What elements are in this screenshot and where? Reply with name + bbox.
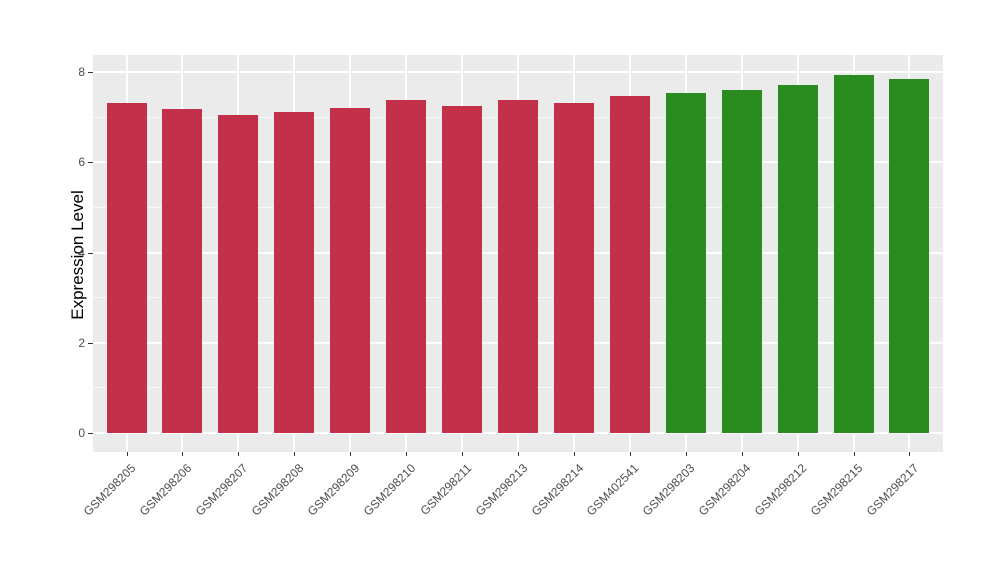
bar-GSM298206	[162, 108, 203, 433]
x-tick-mark-GSM298207	[238, 452, 240, 456]
y-tick-mark-6	[88, 162, 93, 164]
bar-GSM298208	[274, 112, 315, 433]
y-tick-label-0: 0	[78, 426, 85, 440]
bar-GSM298217	[889, 79, 930, 433]
y-tick-label-6: 6	[78, 155, 85, 170]
x-tick-mark-GSM402541	[629, 452, 631, 456]
x-tick-mark-GSM298209	[350, 452, 352, 456]
x-tick-mark-GSM298205	[126, 452, 128, 456]
bar-GSM298214	[553, 102, 594, 433]
y-tick-mark-8	[88, 72, 93, 73]
bar-GSM402541	[609, 95, 650, 433]
y-tick-label-2: 2	[78, 335, 85, 350]
bar-GSM298207	[218, 114, 259, 433]
x-tick-label-holder-GSM298217: GSM298217	[691, 459, 922, 519]
bar-GSM298211	[442, 106, 483, 433]
bar-GSM298210	[386, 99, 427, 433]
bar-GSM298205	[106, 103, 147, 433]
plot-panel	[93, 55, 943, 452]
x-tick-mark-GSM298212	[797, 452, 799, 456]
x-tick-mark-GSM298206	[182, 452, 184, 456]
x-tick-mark-GSM298204	[741, 452, 743, 456]
x-tick-mark-GSM298215	[853, 452, 855, 456]
x-tick-mark-GSM298217	[909, 452, 911, 456]
x-tick-mark-GSM298213	[518, 452, 519, 456]
y-tick-mark-0	[88, 433, 93, 434]
x-tick-mark-GSM298208	[294, 452, 296, 456]
x-tick-mark-GSM298211	[462, 452, 464, 456]
x-tick-mark-GSM298210	[406, 452, 408, 456]
bar-GSM298212	[777, 85, 818, 433]
bar-GSM298204	[721, 90, 762, 433]
bar-GSM298209	[330, 107, 371, 433]
bar-GSM298215	[833, 75, 874, 433]
x-tick-mark-GSM298214	[573, 452, 575, 456]
x-tick-label-GSM298217: GSM298217	[863, 461, 922, 519]
bar-GSM298213	[498, 99, 538, 433]
x-tick-mark-GSM298203	[685, 452, 687, 456]
y-tick-label-4: 4	[78, 245, 85, 260]
y-tick-mark-2	[88, 342, 93, 344]
bar-GSM298203	[665, 93, 706, 433]
y-tick-mark-4	[88, 252, 93, 254]
y-tick-label-8: 8	[78, 65, 85, 79]
